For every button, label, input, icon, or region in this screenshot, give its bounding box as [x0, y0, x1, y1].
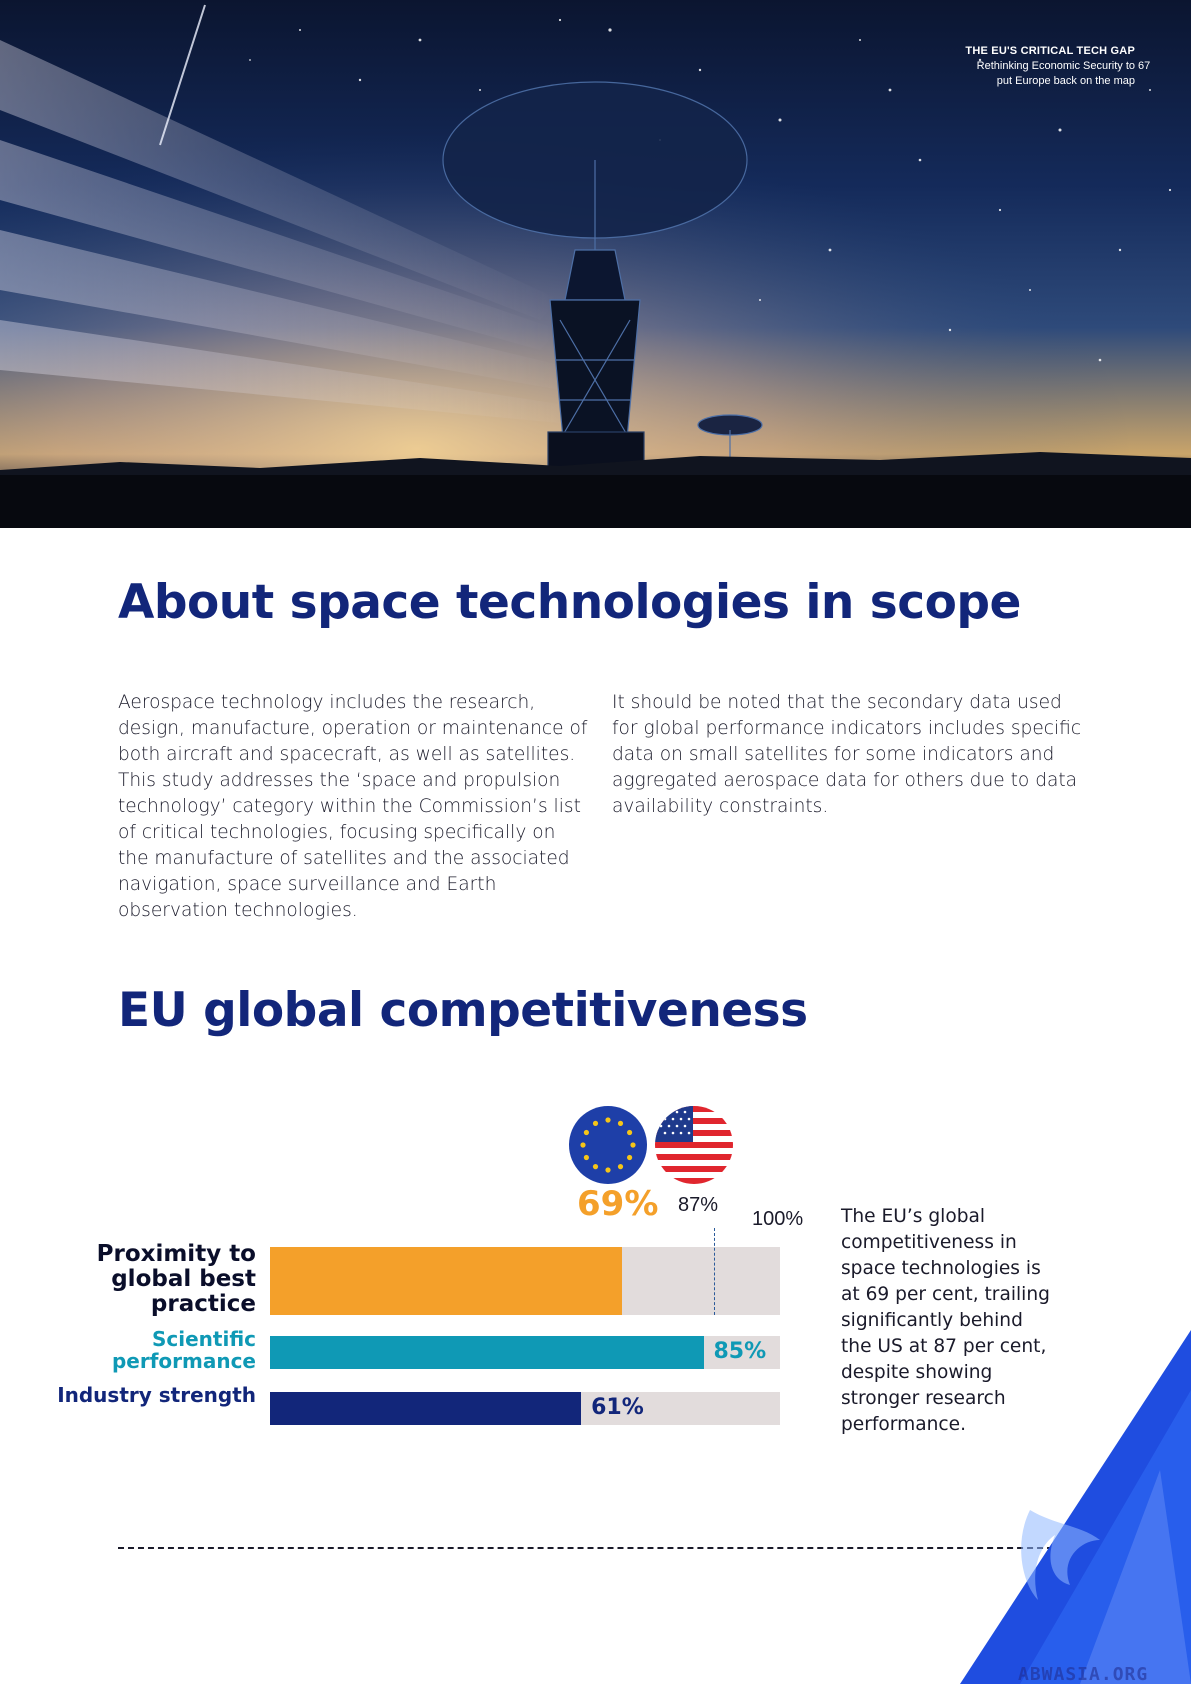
- bar-label-industry: Industry strength: [57, 1383, 256, 1407]
- report-subtitle-line2: put Europe back on the map: [996, 75, 1135, 87]
- bar-value-scientific: 85%: [713, 1339, 767, 1364]
- hero-photo-radio-telescope: THE EU'S CRITICAL TECH GAP Rethinking Ec…: [0, 0, 1191, 528]
- radio-telescope-illustration: [0, 0, 1191, 528]
- section-heading-competitiveness: EU global competitiveness: [118, 983, 808, 1038]
- bar-fill-scientific: [270, 1336, 704, 1369]
- bar-label-proximity: Proximity to global best practice: [96, 1241, 256, 1317]
- running-head: THE EU'S CRITICAL TECH GAP Rethinking Ec…: [965, 44, 1135, 89]
- bar-fill-proximity: [270, 1247, 622, 1315]
- dashed-divider: [118, 1547, 1093, 1549]
- about-left-paragraph: Aerospace technology includes the resear…: [118, 692, 588, 921]
- bar-track-proximity: [270, 1247, 780, 1315]
- bar-fill-industry: [270, 1392, 582, 1425]
- bar-value-industry: 61%: [591, 1395, 644, 1420]
- bar-track-industry: 61%: [270, 1392, 780, 1425]
- eu-flag-icon: [569, 1106, 647, 1184]
- us-flag-icon: [655, 1106, 733, 1184]
- corner-decoration: [960, 1330, 1191, 1684]
- competitiveness-side-note: The EU’s global competitiveness in space…: [841, 1206, 1050, 1435]
- phoenix-watermark-icon: [1021, 1510, 1100, 1600]
- watermark-text: ABWASIA.ORG: [1018, 1664, 1149, 1685]
- about-right-paragraph: It should be noted that the secondary da…: [612, 692, 1082, 817]
- eu-flag-stars: [580, 1117, 636, 1173]
- eu-value-label: 69%: [577, 1184, 659, 1224]
- bar-track-scientific: 85%: [270, 1336, 780, 1369]
- us-benchmark-line: [713, 1228, 715, 1315]
- report-subtitle-line1: Rethinking Economic Security to: [976, 60, 1135, 72]
- page-number: 67: [1138, 60, 1151, 72]
- bar-label-scientific: Scientific performance: [111, 1327, 256, 1373]
- report-title: THE EU'S CRITICAL TECH GAP: [965, 45, 1135, 57]
- axis-max-label: 100%: [752, 1208, 804, 1230]
- section-heading-about: About space technologies in scope: [118, 575, 1021, 630]
- us-benchmark-label: 87%: [678, 1194, 719, 1216]
